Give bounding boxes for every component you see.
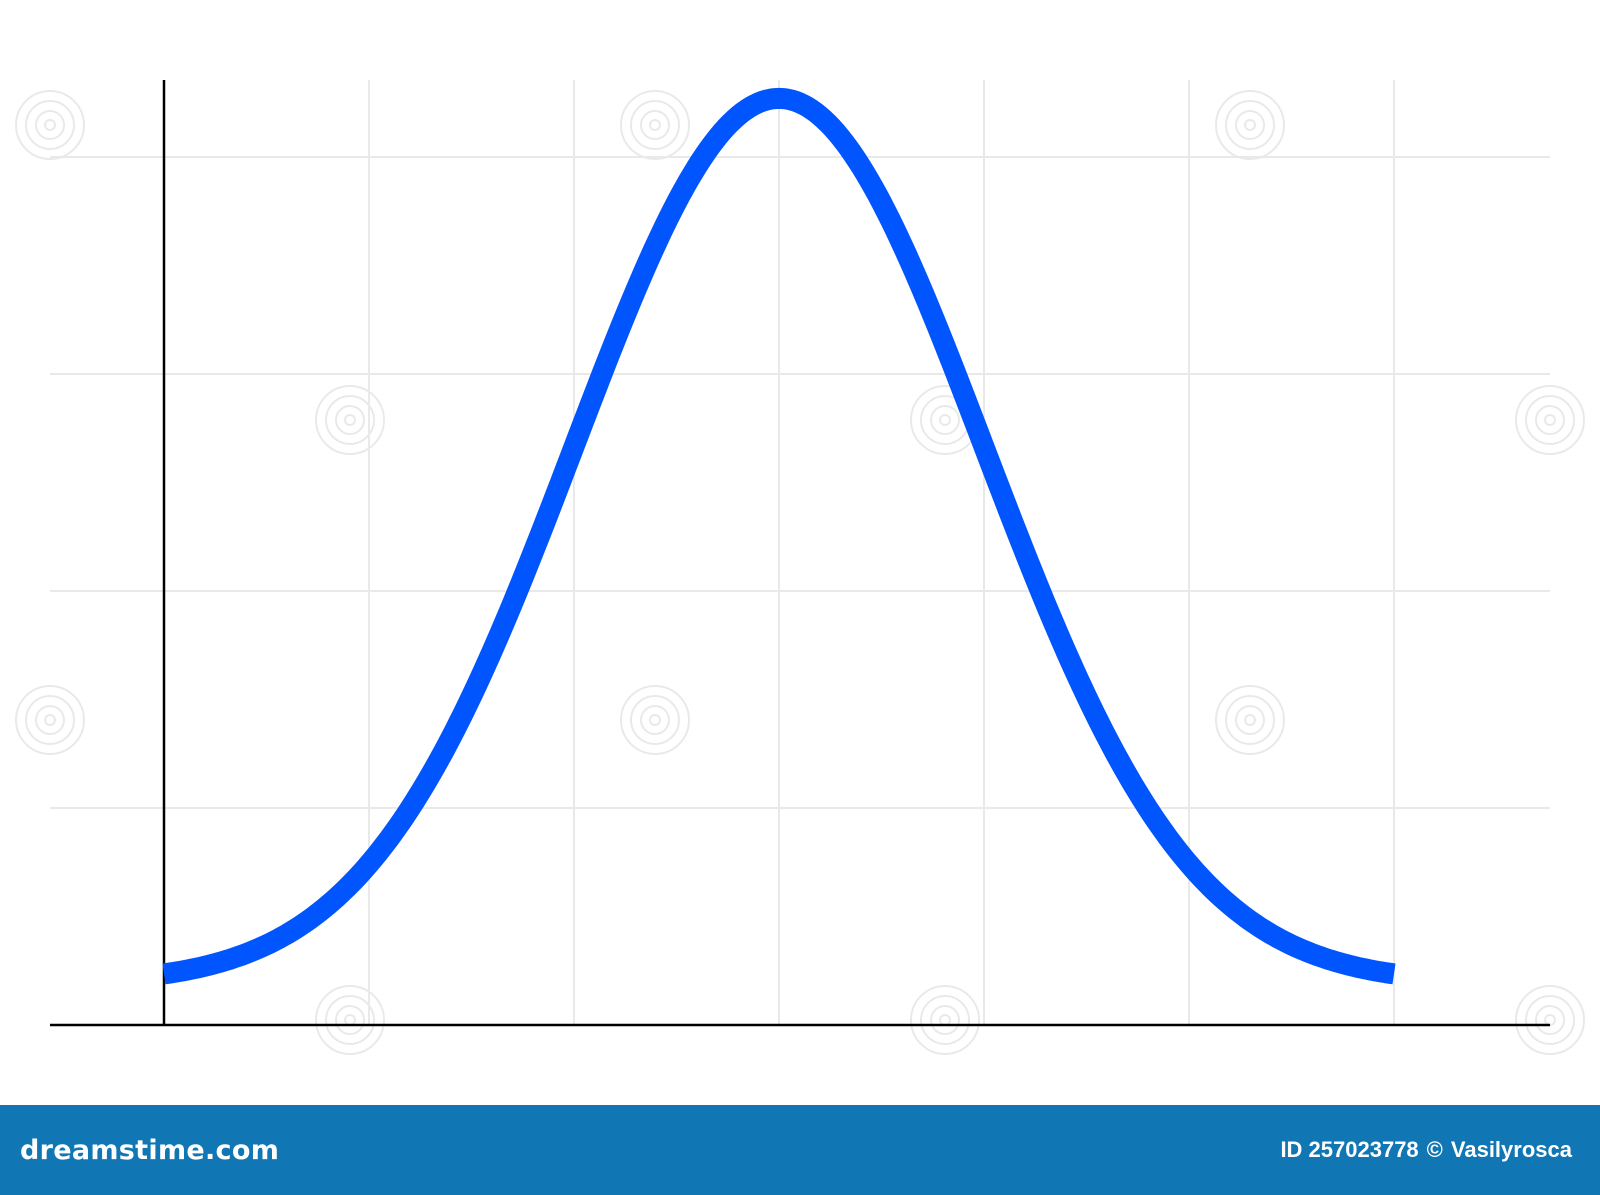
author-name[interactable]: Vasilyrosca <box>1450 1137 1572 1162</box>
watermark-swirl-icon <box>1215 90 1285 160</box>
axes <box>50 80 1550 1027</box>
watermark-swirl-icon <box>315 985 385 1055</box>
watermark-layer <box>15 90 1585 1055</box>
footer-bar: dreamstime.com ID 257023778 © Vasilyrosc… <box>0 1105 1600 1195</box>
brand-logo[interactable]: dreamstime.com <box>20 1135 279 1166</box>
watermark-swirl-icon <box>620 90 690 160</box>
bell-curve-line <box>157 87 1401 985</box>
watermark-swirl-icon <box>1215 685 1285 755</box>
image-id: ID 257023778 <box>1280 1137 1419 1162</box>
image-credit: ID 257023778 © Vasilyrosca <box>1280 1137 1572 1163</box>
watermark-swirl-icon <box>1515 385 1585 455</box>
brand-text: dreamstime.com <box>20 1134 280 1166</box>
watermark-swirl-icon <box>910 985 980 1055</box>
watermark-swirl-icon <box>315 385 385 455</box>
grid-lines <box>50 80 1550 1025</box>
watermark-swirl-icon <box>1515 985 1585 1055</box>
watermark-swirl-icon <box>15 90 85 160</box>
watermark-swirl-icon <box>15 685 85 755</box>
bell-curve-chart <box>15 80 1585 1055</box>
series-layer <box>157 87 1401 985</box>
watermark-swirl-icon <box>620 685 690 755</box>
copyright-icon: © <box>1426 1137 1443 1162</box>
